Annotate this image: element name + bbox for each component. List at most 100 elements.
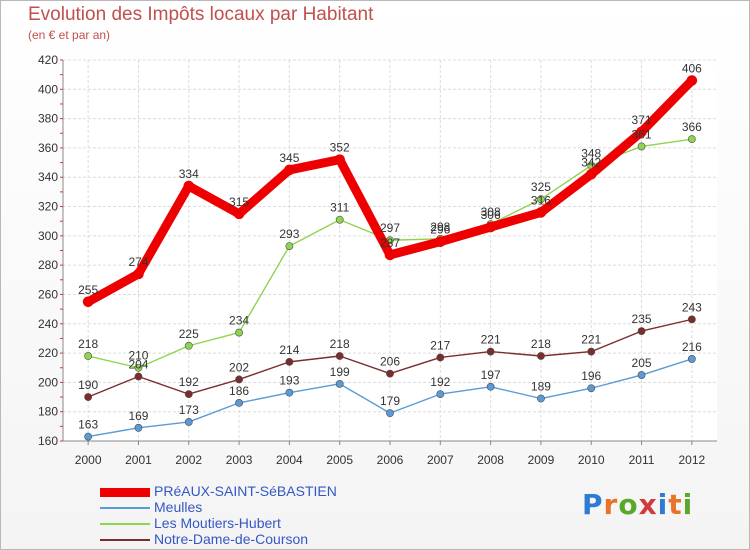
data-point	[134, 423, 143, 432]
data-label: 163	[78, 418, 98, 432]
data-label: 234	[229, 314, 249, 328]
legend-swatch	[100, 539, 150, 541]
data-label: 210	[128, 349, 148, 363]
data-point	[235, 328, 243, 337]
y-tick-label: 320	[38, 200, 58, 214]
data-point	[233, 208, 245, 220]
x-tick-label: 2008	[477, 453, 504, 467]
data-label: 179	[380, 394, 400, 408]
data-label: 218	[531, 337, 551, 351]
y-tick-label: 400	[38, 82, 58, 96]
legend-swatch	[100, 487, 150, 497]
data-label: 199	[330, 365, 350, 379]
y-tick-label: 180	[38, 405, 58, 419]
data-point	[486, 347, 495, 356]
data-label: 342	[581, 155, 601, 169]
legend-label: Notre-Dame-de-Courson	[154, 531, 309, 547]
data-label: 217	[430, 338, 450, 352]
data-label: 366	[682, 120, 702, 134]
legend-item: Meulles	[100, 499, 430, 516]
data-label: 225	[179, 327, 199, 341]
data-label: 334	[179, 167, 199, 181]
data-label: 221	[581, 333, 601, 347]
data-point	[134, 363, 143, 372]
data-point	[637, 327, 646, 335]
x-tick-label: 2007	[427, 453, 454, 467]
data-point	[84, 352, 93, 360]
data-label: 308	[481, 205, 501, 219]
data-point	[334, 154, 345, 165]
legend-label: Meulles	[154, 499, 203, 515]
data-point	[436, 353, 445, 362]
data-label: 173	[179, 403, 199, 417]
x-tick-label: 2002	[175, 453, 202, 467]
data-point	[184, 341, 193, 350]
data-label: 297	[380, 221, 400, 235]
logo-letter: x	[638, 488, 658, 521]
legend-label: Les Moutiers-Hubert	[154, 515, 281, 531]
data-point	[486, 382, 495, 391]
data-label: 406	[682, 62, 702, 76]
legend: PRéAUX-SAINT-SéBASTIEN Meulles Les Moutier…	[100, 483, 430, 548]
data-point	[84, 393, 93, 401]
x-tick-label: 2006	[377, 453, 404, 467]
data-label: 361	[632, 127, 652, 141]
y-tick-label: 200	[38, 375, 58, 389]
data-label: 316	[531, 193, 551, 207]
logo-letter: P	[582, 488, 604, 521]
data-point	[235, 398, 243, 407]
data-point	[686, 75, 698, 86]
data-point	[587, 347, 596, 356]
x-tick-label: 2009	[528, 453, 555, 467]
data-point	[335, 352, 344, 360]
data-label: 186	[229, 384, 249, 398]
data-label: 192	[179, 375, 199, 389]
y-tick-label: 260	[38, 287, 58, 301]
y-tick-label: 420	[38, 53, 58, 67]
data-label: 197	[481, 368, 501, 382]
data-point	[384, 249, 396, 261]
proxiti-logo: Proxiti	[582, 488, 693, 521]
data-label: 218	[78, 337, 98, 351]
data-label: 311	[330, 201, 349, 215]
logo-letter: o	[618, 488, 639, 521]
y-tick-label: 240	[38, 317, 58, 331]
x-tick-label: 2011	[629, 453, 655, 467]
data-point	[285, 388, 294, 397]
chart-subtitle: (en € et par an)	[28, 28, 111, 42]
data-label: 371	[632, 113, 652, 127]
data-label: 216	[682, 340, 702, 354]
data-point	[537, 195, 545, 204]
data-point	[386, 369, 394, 378]
data-point	[687, 355, 696, 363]
x-tick-label: 2010	[578, 453, 605, 467]
y-tick-label: 160	[38, 434, 58, 448]
data-point	[637, 142, 646, 151]
data-label: 345	[279, 151, 299, 165]
data-label: 206	[380, 355, 400, 369]
data-point	[284, 164, 295, 176]
data-label: 274	[128, 255, 148, 269]
x-tick-label: 2004	[276, 453, 303, 467]
data-label: 205	[632, 356, 652, 370]
data-label: 192	[430, 375, 450, 389]
y-tick-label: 340	[38, 170, 58, 184]
data-point	[687, 135, 696, 144]
data-label: 298	[430, 220, 450, 234]
data-label: 352	[330, 141, 350, 155]
data-label: 296	[430, 223, 450, 237]
x-tick-label: 2005	[326, 453, 353, 467]
x-tick-label: 2003	[226, 453, 253, 467]
data-label: 193	[279, 374, 299, 388]
data-label: 221	[481, 333, 501, 347]
data-label: 204	[128, 358, 148, 372]
data-point	[537, 352, 545, 360]
data-point	[133, 268, 144, 280]
logo-letter: t	[668, 488, 683, 521]
data-point	[435, 236, 446, 248]
chart-title: Evolution des Impôts locaux par Habitant	[28, 4, 374, 25]
data-point	[636, 126, 647, 138]
data-point	[134, 372, 143, 381]
x-tick-label: 2001	[125, 453, 152, 467]
logo-letter: r	[603, 488, 619, 521]
